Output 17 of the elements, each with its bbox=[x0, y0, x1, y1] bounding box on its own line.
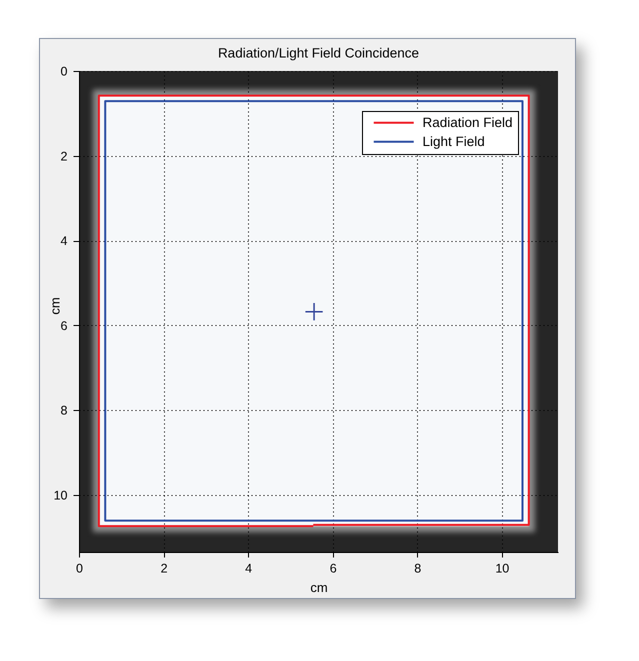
x-tick-label: 2 bbox=[160, 562, 168, 576]
x-axis-title: cm bbox=[310, 580, 328, 595]
y-tick-label: 6 bbox=[60, 318, 68, 333]
y-tick-label: 4 bbox=[60, 234, 68, 248]
x-tick-label: 6 bbox=[330, 562, 337, 576]
y-axis-title: cm bbox=[48, 297, 62, 315]
y-tick-label: 2 bbox=[60, 149, 68, 164]
chart-title: Radiation/Light Field Coincidence bbox=[218, 46, 420, 60]
x-tick-label: 4 bbox=[245, 562, 252, 576]
legend-label: Light Field bbox=[422, 134, 485, 149]
x-tick-label: 0 bbox=[76, 562, 84, 576]
y-tick-label: 8 bbox=[60, 404, 68, 418]
y-tick-label: 0 bbox=[60, 64, 68, 78]
x-tick-label: 8 bbox=[414, 562, 422, 576]
y-tick-label: 10 bbox=[54, 488, 68, 502]
legend-label: Radiation Field bbox=[422, 114, 513, 130]
x-tick-label: 10 bbox=[495, 562, 510, 576]
